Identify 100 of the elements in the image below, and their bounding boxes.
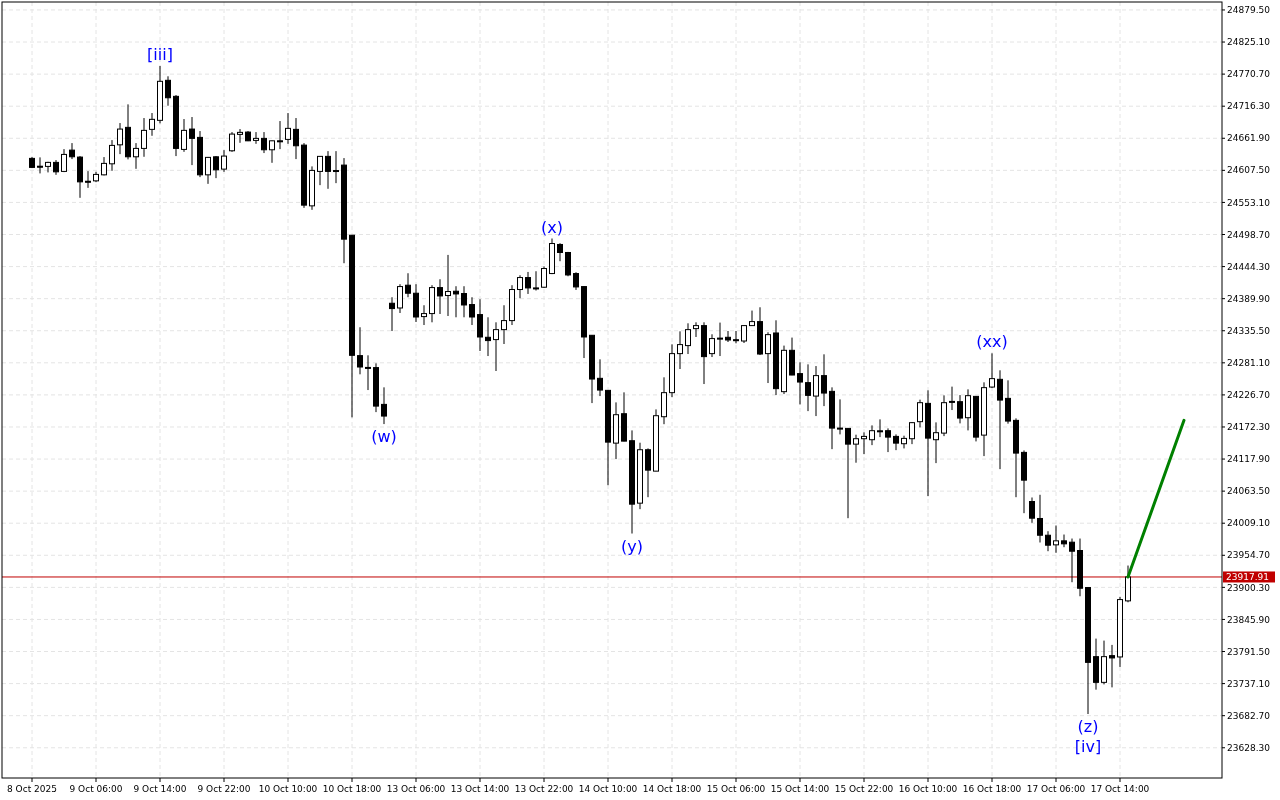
ref-line-label: 23917.91 [1226,572,1269,583]
candlestick [933,421,939,464]
y-tick-label: 24389.90 [1227,293,1271,304]
annotation: (w) [371,427,397,447]
x-tick-label: 13 Oct 06:00 [386,784,446,794]
y-tick-label: 24444.30 [1227,261,1271,272]
x-tick-label: 10 Oct 10:00 [258,784,318,794]
x-tick-label: 8 Oct 2025 [7,784,57,794]
candlestick [477,298,483,352]
candlestick [285,112,291,145]
candlestick [797,361,803,405]
candlestick [525,271,531,295]
candlestick [901,435,907,449]
candlestick [45,161,51,173]
x-tick-label: 17 Oct 06:00 [1026,784,1086,794]
y-tick-label: 24172.30 [1227,422,1271,433]
y-tick-label: 24281.10 [1227,357,1271,368]
y-tick-label: 23845.90 [1227,614,1271,625]
annotation: [iii] [147,44,173,64]
candlestick [277,120,283,150]
x-tick-label: 15 Oct 14:00 [770,784,830,794]
candlestick [845,427,851,519]
candlestick [877,418,883,438]
y-tick-label: 24117.90 [1227,454,1271,465]
candlestick [413,283,419,323]
candlestick [885,427,891,453]
candlestick [1029,497,1035,524]
candlestick [533,270,539,292]
candlestick [733,330,739,344]
candlestick [141,117,147,158]
annotation: (z) [1077,717,1099,737]
y-tick-label: 23682.70 [1227,710,1271,721]
candlestick [541,266,547,289]
y-tick-label: 23737.10 [1227,678,1271,689]
candlestick [597,358,603,397]
candlestick [253,131,259,145]
y-tick-label: 24498.70 [1227,229,1271,240]
candlestick [821,353,827,407]
candlestick [1061,534,1067,548]
candlestick [269,140,275,164]
candlestick [1053,525,1059,554]
candlestick [1109,644,1115,688]
x-tick-label: 13 Oct 14:00 [450,784,510,794]
candlestick [557,242,563,262]
candlestick [517,274,523,299]
candlestick [1045,530,1051,552]
candlestick [293,117,299,160]
candlestick [805,363,811,412]
candlestick [853,434,859,464]
y-tick-label: 24335.50 [1227,325,1271,336]
y-tick-label: 24716.30 [1227,101,1271,112]
candlestick [997,369,1003,470]
candlestick [493,321,499,372]
candlestick [501,304,507,345]
y-tick-label: 24661.90 [1227,133,1271,144]
candlestick [405,272,411,298]
candlestick [221,149,227,173]
candlestick [437,278,443,315]
y-tick-label: 24009.10 [1227,518,1271,529]
x-tick-label: 16 Oct 10:00 [898,784,958,794]
annotation: (x) [541,217,563,237]
candlestick [133,142,139,170]
y-tick-label: 23954.70 [1227,550,1271,561]
candlestick [213,155,219,179]
candlestick [1037,494,1043,543]
y-tick-label: 24553.10 [1227,197,1271,208]
candlestick [893,433,899,451]
x-tick-label: 9 Oct 22:00 [197,784,251,794]
candlestick [317,155,323,186]
candlestick [693,321,699,338]
candlestick [229,131,235,153]
candlestick [765,331,771,384]
candlestick [453,285,459,318]
annotation: (y) [621,536,643,556]
candlestick [357,326,363,375]
candlestick [397,283,403,314]
y-tick-label: 24226.70 [1227,390,1271,401]
candlestick [165,75,171,107]
x-tick-label: 14 Oct 18:00 [642,784,702,794]
candlestick [469,296,475,326]
candlestick [333,150,339,184]
candlestick [717,322,723,357]
candlestick [709,333,715,358]
candlestick [685,322,691,355]
candlestick [813,365,819,417]
y-tick-label: 23900.30 [1227,582,1271,593]
x-tick-label: 17 Oct 14:00 [1090,784,1150,794]
candlestick [389,296,395,332]
x-tick-label: 10 Oct 18:00 [322,784,382,794]
y-tick-label: 24879.50 [1227,5,1271,16]
candlestick [837,398,843,435]
candlestick [117,122,123,155]
candlestick [149,112,155,137]
candlestick [325,150,331,190]
candlestick [725,330,731,343]
y-tick-label: 24607.50 [1227,165,1271,176]
candlestick [85,170,91,189]
x-tick-label: 14 Oct 10:00 [578,784,638,794]
candlestick [677,330,683,370]
candlestick [869,424,875,446]
